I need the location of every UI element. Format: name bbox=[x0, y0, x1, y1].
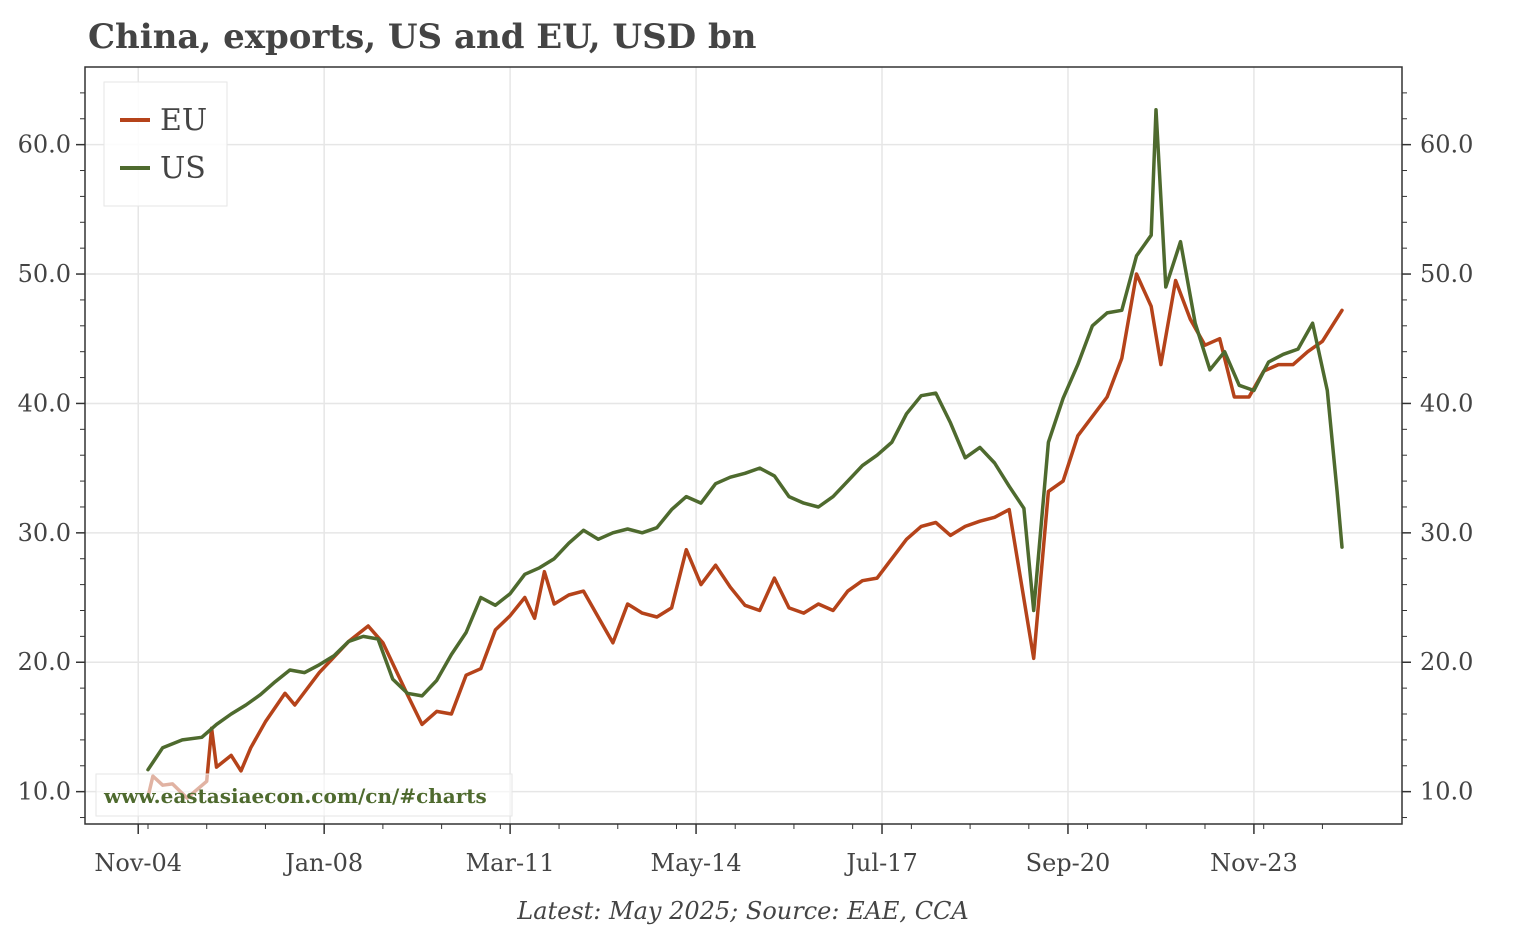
y-tick-label-right: 60.0 bbox=[1420, 131, 1473, 159]
y-tick-label-left: 20.0 bbox=[18, 648, 71, 676]
series-lines bbox=[146, 107, 1344, 800]
x-tick-label: Sep-20 bbox=[1026, 849, 1111, 877]
y-tick-label-left: 50.0 bbox=[18, 260, 71, 288]
x-tick-label: Jul-17 bbox=[843, 849, 917, 877]
axis-tick-labels: 10.0 10.0 20.0 20.0 30.0 30.0 40.0 40.0 50.0 50.0… bbox=[18, 131, 1474, 877]
watermark: www.eastasiaecon.com/cn/#charts bbox=[95, 773, 513, 817]
x-tick-label: May-14 bbox=[651, 849, 742, 877]
y-tick-label-left: 40.0 bbox=[18, 389, 71, 417]
grid bbox=[85, 67, 1402, 824]
y-tick-label-left: 10.0 bbox=[18, 778, 71, 806]
x-tick-label: Nov-23 bbox=[1210, 849, 1298, 877]
y-tick-label-left: 30.0 bbox=[18, 519, 71, 547]
y-tick-label-right: 30.0 bbox=[1420, 519, 1473, 547]
legend-box bbox=[103, 81, 228, 207]
x-tick-label: Jan-08 bbox=[282, 849, 363, 877]
y-tick-label-right: 40.0 bbox=[1420, 389, 1473, 417]
x-tick-label: Nov-04 bbox=[94, 849, 182, 877]
y-tick-label-right: 20.0 bbox=[1420, 648, 1473, 676]
watermark-text: www.eastasiaecon.com/cn/#charts bbox=[103, 784, 487, 808]
y-tick-label-right: 50.0 bbox=[1420, 260, 1473, 288]
series-line-us bbox=[146, 107, 1344, 772]
plot-frame bbox=[84, 66, 1403, 825]
x-tick-label: Mar-11 bbox=[466, 849, 555, 877]
y-tick-label-left: 60.0 bbox=[18, 131, 71, 159]
legend-label-us: US bbox=[160, 151, 206, 186]
axis-ticks bbox=[76, 92, 1411, 834]
chart-title: China, exports, US and EU, USD bn bbox=[88, 17, 756, 57]
series-line-eu bbox=[146, 272, 1344, 800]
y-tick-label-right: 10.0 bbox=[1420, 778, 1473, 806]
legend-label-eu: EU bbox=[160, 103, 207, 138]
watermark-box bbox=[95, 773, 513, 817]
source-caption: Latest: May 2025; Source: EAE, CCA bbox=[516, 897, 969, 925]
legend: EU US bbox=[103, 81, 228, 207]
